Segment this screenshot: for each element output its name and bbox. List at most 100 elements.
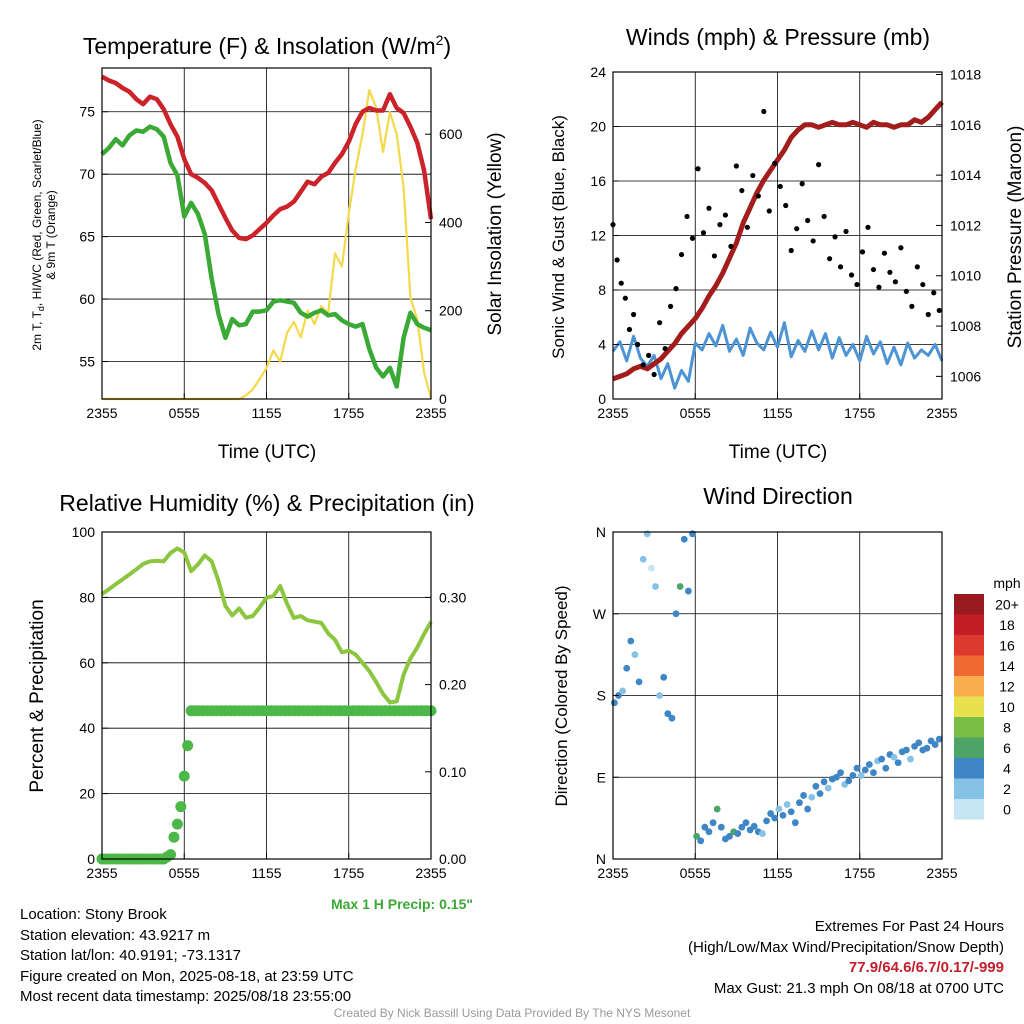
direction-point xyxy=(738,823,746,831)
direction-title: Wind Direction xyxy=(703,483,853,509)
direction-data xyxy=(610,530,943,845)
direction-point xyxy=(767,810,775,817)
gust-point xyxy=(750,172,756,179)
temperature-ticks: 2355 0555 1155 1755 2355 55 60 65 70 75 0 200 400 600 xyxy=(79,104,462,421)
gust-point xyxy=(859,249,866,255)
gust-point xyxy=(903,288,909,294)
direction-point xyxy=(787,808,795,816)
direction-point xyxy=(709,819,717,827)
y2-tick-label: 1014 xyxy=(950,167,981,183)
direction-point xyxy=(693,832,701,840)
winds-data xyxy=(610,100,944,390)
x-tick-label: 1755 xyxy=(333,405,364,421)
direction-point xyxy=(656,692,664,699)
svg-text:2m T, Td, HI/WC (Red, Green, S: 2m T, Td, HI/WC (Red, Green, Scarlet/Blu… xyxy=(30,119,46,350)
legend-label: 10 xyxy=(999,699,1015,715)
direction-point xyxy=(800,792,807,799)
x-tick-label: 1755 xyxy=(333,865,364,881)
legend-label: 4 xyxy=(1003,760,1011,776)
y-tick-label: 75 xyxy=(79,104,95,120)
gust-point xyxy=(892,279,898,285)
y2-tick-label: 400 xyxy=(439,214,463,230)
gust-point xyxy=(626,326,633,333)
legend-swatch xyxy=(954,614,984,635)
legend-label: 0 xyxy=(1003,801,1011,817)
gust-point xyxy=(810,238,816,244)
direction-point xyxy=(791,819,799,827)
gust-point xyxy=(722,212,729,218)
legend-title: mph xyxy=(993,575,1020,591)
direction-point xyxy=(701,823,709,831)
legend-label: 16 xyxy=(999,637,1015,653)
direction-point xyxy=(870,769,877,777)
legend-swatch xyxy=(954,799,984,820)
max-gust: Max Gust: 21.3 mph On 08/18 at 0700 UTC xyxy=(713,979,1004,997)
temperature-right-axis-label: Solar Insolation (Yellow) xyxy=(485,132,506,335)
direction-point xyxy=(759,830,766,837)
legend-swatch xyxy=(954,737,984,758)
direction-point xyxy=(668,714,676,722)
direction-point xyxy=(610,699,618,707)
direction-point xyxy=(652,583,659,590)
y2-tick-label: 1008 xyxy=(950,318,981,334)
gust-point xyxy=(865,224,871,230)
x-tick-label: 0555 xyxy=(169,405,200,421)
direction-point xyxy=(837,769,844,777)
gust-point xyxy=(651,371,657,378)
x-tick-label: 0555 xyxy=(680,405,711,421)
direction-point xyxy=(623,664,631,672)
y-tick-label: 70 xyxy=(79,166,95,182)
x-tick-label: 1755 xyxy=(844,405,875,421)
y-tick-label: 65 xyxy=(79,229,95,245)
humidity-title: Relative Humidity (%) & Precipitation (i… xyxy=(59,490,474,516)
direction-point xyxy=(845,777,853,785)
dewpoint-line xyxy=(100,124,432,389)
gust-point xyxy=(733,163,739,169)
direction-point xyxy=(808,793,816,801)
gust-point xyxy=(695,166,701,172)
legend-label: 6 xyxy=(1003,740,1011,756)
legend-swatch xyxy=(954,778,984,799)
direction-point xyxy=(915,739,923,747)
gust-point xyxy=(931,290,937,296)
max-precip-note: Max 1 H Precip: 0.15" xyxy=(331,896,473,912)
precip-point xyxy=(182,740,194,752)
direction-point xyxy=(697,837,705,845)
temperature-left-axis-label: 2m T, Td, HI/WC (Red, Green, Scarlet/Blu… xyxy=(30,119,58,350)
y2-tick-label: 1016 xyxy=(950,117,981,133)
y-tick-label: 12 xyxy=(590,228,606,244)
x-tick-label: 2355 xyxy=(597,405,628,421)
humidity-grid xyxy=(102,532,431,859)
gust-point xyxy=(898,245,904,251)
gust-point xyxy=(761,108,767,115)
wind-speed-line xyxy=(611,321,944,390)
temperature-line xyxy=(100,74,434,242)
y-tick-label: S xyxy=(597,688,606,704)
gust-point xyxy=(909,303,915,309)
humidity-line xyxy=(100,546,433,705)
legend-label: 2 xyxy=(1003,781,1011,797)
gust-point xyxy=(728,243,734,249)
direction-point xyxy=(750,822,758,830)
y-tick-label: 8 xyxy=(598,282,606,298)
gust-point xyxy=(700,230,707,236)
winds-right-axis-label: Station Pressure (Maroon) xyxy=(1005,126,1024,349)
gust-point xyxy=(640,362,646,368)
legend-label: 20+ xyxy=(995,596,1019,612)
y-tick-label: 60 xyxy=(79,291,95,307)
direction-point xyxy=(680,535,688,543)
y-tick-label: N xyxy=(596,851,606,867)
station-location: Location: Stony Brook xyxy=(20,906,167,923)
gust-point xyxy=(635,341,641,348)
y-tick-label: 20 xyxy=(590,119,606,135)
gust-point xyxy=(673,286,679,292)
y-tick-label: W xyxy=(593,606,607,622)
y2-tick-label: 600 xyxy=(439,126,463,142)
direction-point xyxy=(796,799,803,807)
y-tick-label: 60 xyxy=(79,655,95,671)
direction-point xyxy=(742,819,750,827)
direction-point xyxy=(631,651,639,659)
y2-tick-label: 200 xyxy=(439,303,463,319)
